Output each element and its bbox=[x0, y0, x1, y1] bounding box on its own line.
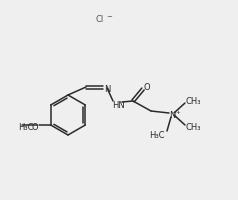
Text: N: N bbox=[104, 84, 110, 94]
Text: CH₃: CH₃ bbox=[186, 122, 202, 132]
Text: −: − bbox=[106, 14, 112, 20]
Text: HN: HN bbox=[112, 100, 125, 110]
Text: H₃C: H₃C bbox=[149, 130, 165, 140]
Text: O: O bbox=[31, 123, 38, 132]
Text: CH₃: CH₃ bbox=[186, 98, 202, 106]
Text: H₃C: H₃C bbox=[18, 123, 34, 132]
Text: +: + bbox=[175, 110, 180, 114]
Text: O: O bbox=[144, 82, 151, 92]
Text: N: N bbox=[169, 110, 175, 119]
Text: Cl: Cl bbox=[95, 16, 103, 24]
